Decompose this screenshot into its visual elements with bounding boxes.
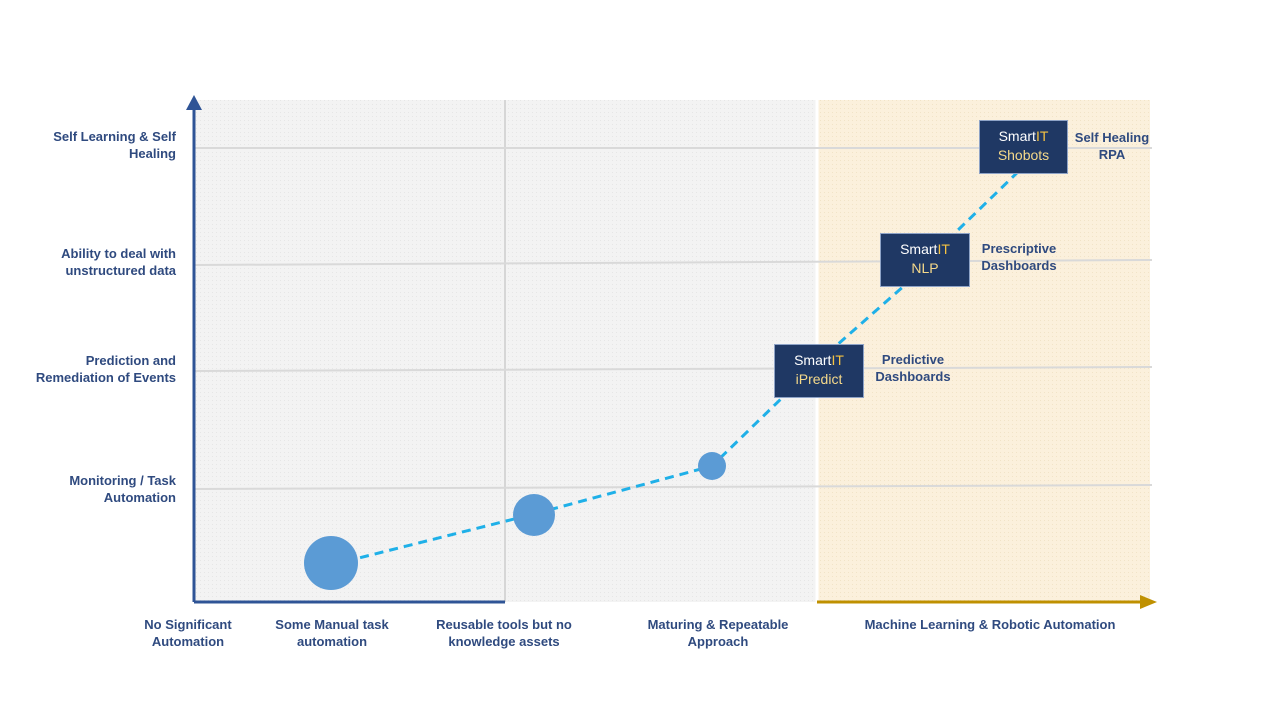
x-stage-no-automation: No Significant Automation — [144, 617, 232, 649]
annotation-predictive-dashboards: Predictive Dashboards — [875, 352, 951, 384]
bubble-maturing — [698, 452, 726, 480]
bubble-manual — [304, 536, 358, 590]
y-level-self-learning: Self Learning & Self Healing — [53, 129, 176, 161]
bubble-reusable — [513, 494, 555, 536]
level-line-3 — [194, 366, 1153, 372]
x-stage-reusable: Reusable tools but no knowledge assets — [436, 617, 572, 649]
y-level-unstructured-data: Ability to deal with unstructured data — [61, 246, 176, 278]
level-line-4 — [194, 484, 1153, 490]
x-stage-manual: Some Manual task automation — [275, 617, 389, 649]
x-axis-arrow — [1140, 595, 1157, 609]
y-level-prediction: Prediction and Remediation of Events — [35, 353, 176, 385]
annotation-prescriptive-dashboards: Prescriptive Dashboards — [981, 241, 1057, 273]
x-stage-ml-robotic: Machine Learning & Robotic Automation — [864, 617, 1116, 632]
product-box-shobots: SmartIT Shobots — [979, 120, 1068, 174]
level-line-2 — [194, 259, 1153, 266]
product-box-ipredict: SmartIT iPredict — [774, 344, 864, 398]
x-stage-maturing: Maturing & Repeatable Approach — [647, 617, 789, 649]
y-level-monitoring: Monitoring / Task Automation — [69, 473, 176, 505]
annotation-self-healing-rpa: Self Healing RPA — [1074, 130, 1150, 162]
zone-cream — [817, 100, 1150, 602]
y-axis-arrow — [186, 95, 202, 110]
product-box-nlp: SmartIT NLP — [880, 233, 970, 287]
